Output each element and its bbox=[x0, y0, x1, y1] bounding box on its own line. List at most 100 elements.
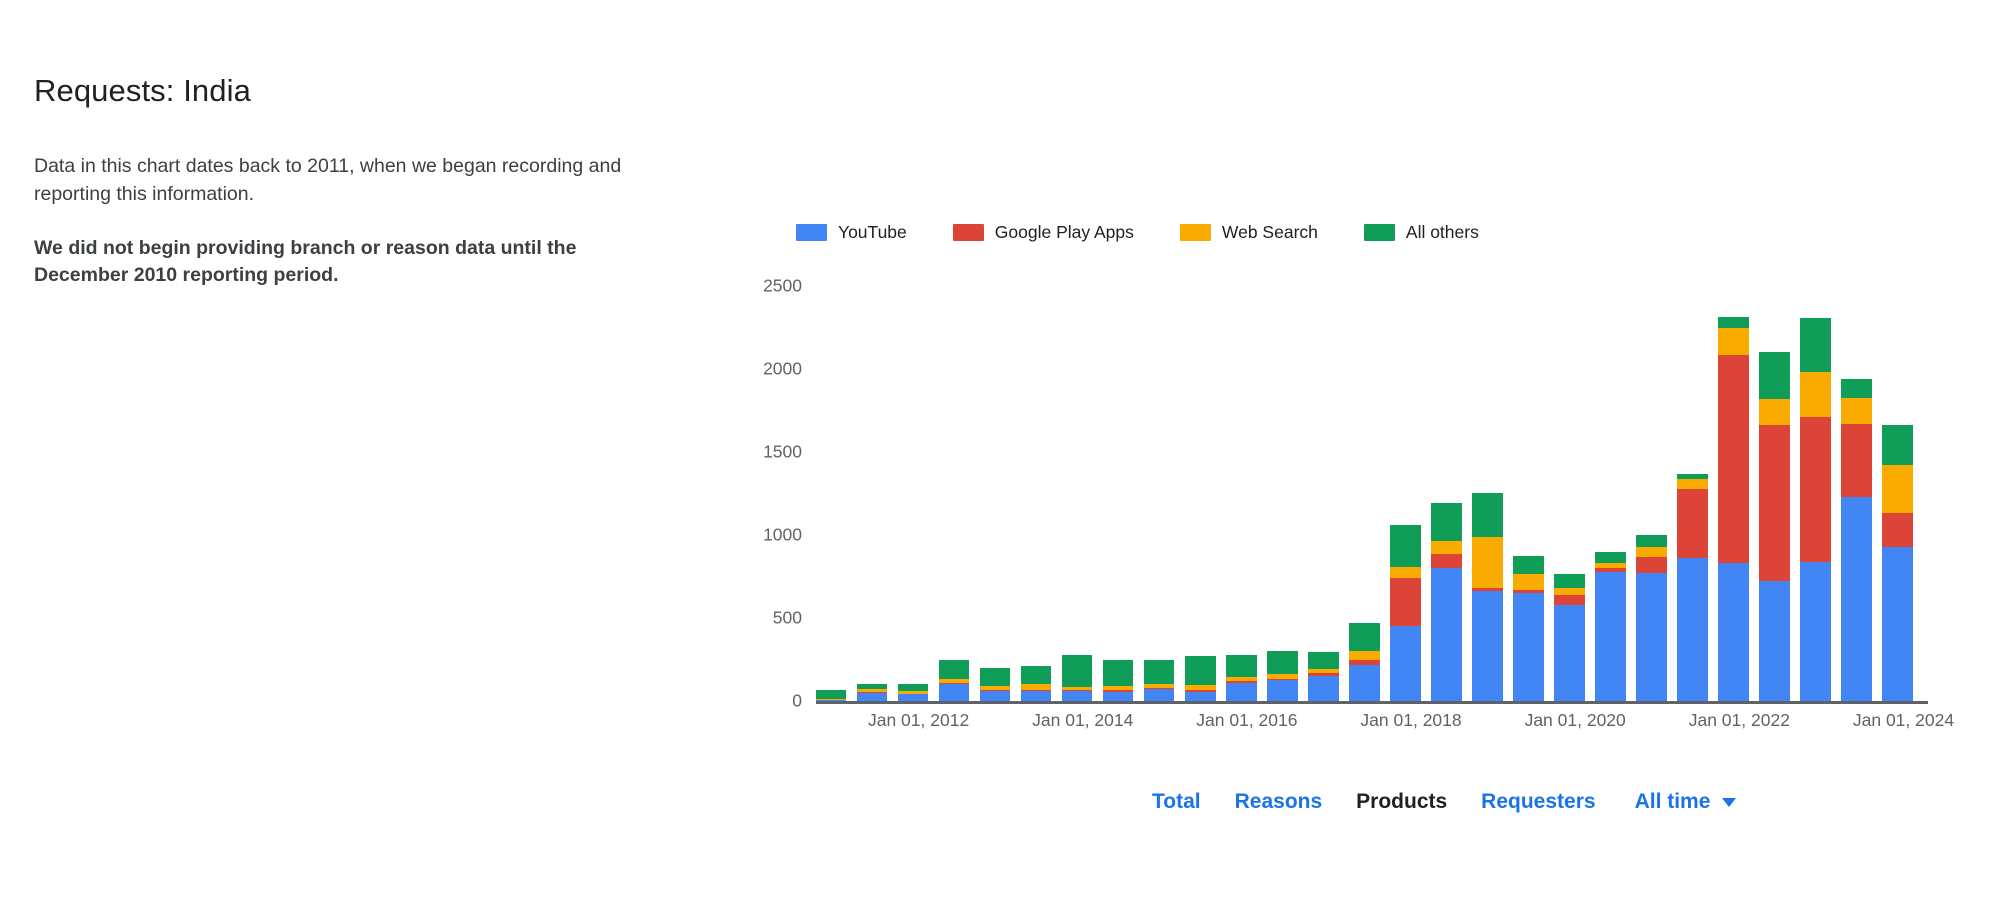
bar-column[interactable] bbox=[857, 286, 888, 701]
bar-segment bbox=[1226, 682, 1257, 701]
bar-segment bbox=[1185, 656, 1216, 686]
bar-column[interactable] bbox=[1226, 286, 1257, 701]
bar-segment bbox=[857, 683, 888, 690]
y-axis-tick-label: 0 bbox=[792, 690, 802, 711]
x-axis-tick-label: Jan 01, 2024 bbox=[1852, 710, 1955, 730]
y-axis-tick-label: 1500 bbox=[763, 441, 802, 462]
bar-column[interactable] bbox=[898, 286, 929, 701]
chart-legend: YouTube Google Play Apps Web Search All oth… bbox=[796, 222, 1479, 243]
bar-column[interactable] bbox=[816, 286, 847, 701]
nav-tab-requesters[interactable]: Requesters bbox=[1481, 790, 1596, 813]
notice-paragraph: We did not begin providing branch or rea… bbox=[34, 236, 577, 287]
bar-column[interactable] bbox=[1513, 286, 1544, 701]
bar-column[interactable] bbox=[1267, 286, 1298, 701]
y-axis-tick-label: 1000 bbox=[763, 524, 802, 545]
bar-segment bbox=[1882, 546, 1913, 701]
x-axis-tick-label: Jan 01, 2014 bbox=[1032, 710, 1134, 730]
y-axis-tick-label: 500 bbox=[772, 607, 802, 628]
x-axis-tick-label: Jan 01, 2016 bbox=[1196, 710, 1298, 730]
bar-column[interactable] bbox=[1185, 286, 1216, 701]
bar-segment bbox=[857, 691, 888, 693]
nav-tab-products[interactable]: Products bbox=[1356, 790, 1448, 813]
bar-segment bbox=[939, 659, 970, 680]
bar-segment bbox=[1267, 678, 1298, 681]
bar-segment bbox=[1390, 626, 1421, 701]
y-axis-tick-label: 2500 bbox=[763, 275, 802, 296]
bar-segment bbox=[1062, 654, 1093, 687]
bar-segment bbox=[816, 690, 847, 699]
bar-segment bbox=[857, 689, 888, 692]
bar-column[interactable] bbox=[1595, 286, 1626, 701]
y-axis-tick-label: 2000 bbox=[763, 358, 802, 379]
bar-segment bbox=[898, 694, 929, 701]
bar-segment bbox=[980, 690, 1011, 692]
bar-column[interactable] bbox=[1103, 286, 1134, 701]
nav-tab-reasons[interactable]: Reasons bbox=[1234, 790, 1323, 813]
bar-segment bbox=[1882, 465, 1913, 514]
bar-column[interactable] bbox=[1308, 286, 1339, 701]
bar-segment bbox=[1554, 588, 1585, 595]
bar-segment bbox=[1472, 591, 1503, 701]
legend-item[interactable]: Google Play Apps bbox=[952, 222, 1134, 243]
bar-column[interactable] bbox=[980, 286, 1011, 701]
legend-item[interactable]: Web Search bbox=[1179, 222, 1318, 243]
bar-segment bbox=[1062, 686, 1093, 691]
bar-column[interactable] bbox=[1021, 286, 1052, 701]
bar-segment bbox=[1513, 574, 1544, 590]
bar-column[interactable] bbox=[1800, 286, 1831, 701]
bar-segment bbox=[1021, 666, 1052, 685]
bar-segment bbox=[1185, 685, 1216, 691]
bar-segment bbox=[898, 691, 929, 694]
legend-label: YouTube bbox=[838, 222, 907, 242]
bar-column[interactable] bbox=[1677, 286, 1708, 701]
bar-segment bbox=[1308, 668, 1339, 673]
bar-column[interactable] bbox=[1759, 286, 1790, 701]
bar-segment bbox=[1349, 660, 1380, 666]
bar-column[interactable] bbox=[1882, 286, 1913, 701]
bar-segment bbox=[1513, 555, 1544, 575]
legend-item[interactable]: All others bbox=[1363, 222, 1479, 243]
bar-column[interactable] bbox=[1841, 286, 1872, 701]
bar-column[interactable] bbox=[1144, 286, 1175, 701]
x-axis-tick-label: Jan 01, 2022 bbox=[1688, 710, 1790, 730]
time-range-dropdown[interactable]: All time bbox=[1613, 790, 1737, 814]
bar-segment bbox=[1308, 672, 1339, 677]
bar-segment bbox=[1800, 561, 1831, 701]
bar-segment bbox=[1841, 423, 1872, 497]
bar-segment bbox=[939, 679, 970, 683]
bar-segment bbox=[1390, 525, 1421, 567]
bar-segment bbox=[1349, 651, 1380, 661]
x-axis-line bbox=[816, 701, 1928, 704]
legend-item[interactable]: YouTube bbox=[796, 222, 907, 243]
bar-segment bbox=[1718, 316, 1749, 328]
bar-column[interactable] bbox=[1349, 286, 1380, 701]
legend-label: All others bbox=[1405, 222, 1479, 242]
legend-swatch-icon bbox=[952, 224, 984, 241]
bar-column[interactable] bbox=[939, 286, 970, 701]
time-range-label: All time bbox=[1634, 790, 1711, 813]
bar-column[interactable] bbox=[1554, 286, 1585, 701]
bar-column[interactable] bbox=[1390, 286, 1421, 701]
bar-segment bbox=[1636, 546, 1667, 557]
bar-segment bbox=[1636, 573, 1667, 701]
bar-segment bbox=[1144, 687, 1175, 690]
x-axis-tick-label: Jan 01, 2018 bbox=[1360, 710, 1462, 730]
bar-column[interactable] bbox=[1431, 286, 1462, 701]
bar-segment bbox=[1677, 558, 1708, 701]
nav-tab-total[interactable]: Total bbox=[1152, 790, 1201, 813]
caret-down-icon bbox=[1722, 797, 1737, 807]
bar-column[interactable] bbox=[1718, 286, 1749, 701]
bar-segment bbox=[1800, 318, 1831, 372]
bar-segment bbox=[1472, 492, 1503, 537]
bar-segment bbox=[1595, 563, 1626, 569]
bar-column[interactable] bbox=[1472, 286, 1503, 701]
bar-segment bbox=[1718, 563, 1749, 701]
bar-segment bbox=[1759, 398, 1790, 425]
bar-column[interactable] bbox=[1062, 286, 1093, 701]
legend-label: Google Play Apps bbox=[994, 222, 1134, 242]
bar-column[interactable] bbox=[1636, 286, 1667, 701]
bar-segment bbox=[1062, 690, 1093, 692]
bar-segment bbox=[1144, 659, 1175, 684]
bar-segment bbox=[1185, 691, 1216, 701]
bar-segment bbox=[1841, 496, 1872, 701]
